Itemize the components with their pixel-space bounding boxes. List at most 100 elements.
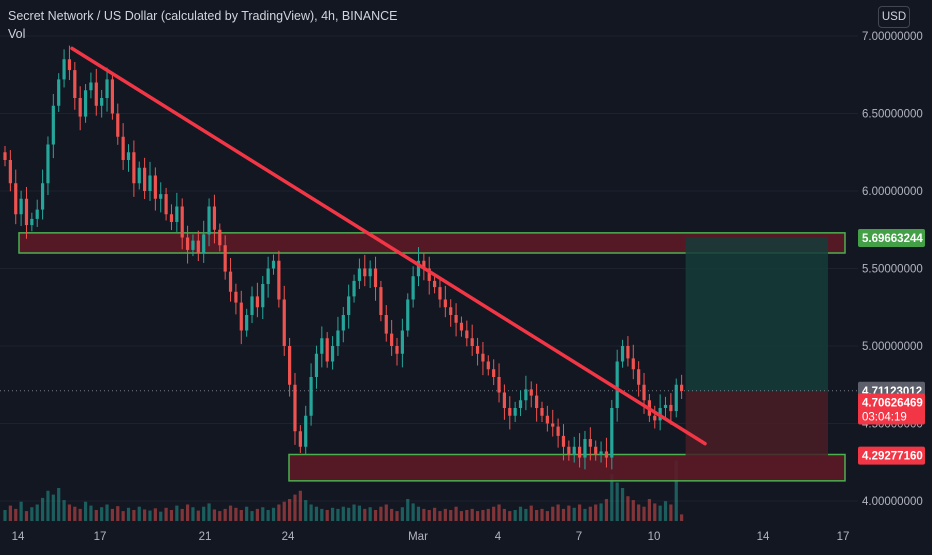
volume-bar: [266, 510, 270, 521]
candle-body: [245, 315, 249, 331]
volume-bar: [3, 510, 7, 521]
candle-body: [427, 268, 431, 281]
candle-body: [212, 206, 217, 230]
volume-bar: [62, 500, 66, 521]
candle-body: [363, 268, 367, 277]
volume-bar: [406, 499, 410, 521]
candle-body: [8, 160, 12, 184]
candle-body: [78, 98, 82, 117]
volume-bar: [524, 508, 528, 521]
volume-bar: [551, 506, 555, 521]
volume-bar: [502, 508, 507, 521]
x-tick-label: 17: [94, 531, 107, 543]
candle-body: [395, 346, 399, 354]
candle-body: [126, 152, 131, 160]
candle-body: [620, 346, 625, 362]
volume-bar: [116, 506, 120, 521]
position-target-area: [685, 237, 828, 391]
volume-bar: [298, 490, 302, 521]
currency-button[interactable]: USD: [878, 6, 910, 28]
x-tick-label: 17: [837, 531, 850, 543]
volume-bar: [196, 510, 200, 521]
volume-bar: [599, 503, 603, 521]
volume-bar: [535, 510, 539, 521]
volume-bar: [228, 505, 233, 521]
candle-body: [185, 237, 190, 250]
volume-bar: [51, 494, 55, 521]
candle-body: [180, 206, 184, 238]
candle-body: [309, 377, 313, 416]
candle-body: [153, 175, 157, 199]
volume-bar: [239, 510, 243, 521]
volume-bar: [352, 504, 356, 521]
candle-body: [400, 330, 404, 354]
volume-bar: [363, 508, 367, 521]
candle-body: [373, 268, 378, 288]
position-stop-area: [685, 390, 828, 457]
volume-bar: [674, 460, 678, 521]
candle-body: [320, 338, 324, 354]
candle-body: [422, 260, 426, 269]
volume-bar: [320, 508, 324, 521]
volume-bar: [422, 508, 426, 521]
volume-bar: [309, 504, 313, 521]
y-tick-label: 6.50000000: [862, 109, 923, 121]
candle-body: [250, 296, 254, 315]
candle-body: [524, 389, 528, 401]
candle-body: [255, 296, 259, 308]
candle-body: [438, 287, 442, 300]
volume-bar: [282, 501, 286, 521]
candle-body: [529, 389, 533, 396]
candle-body: [234, 291, 238, 303]
volume-bar: [647, 499, 651, 521]
volume-bar: [470, 508, 474, 521]
volume-bar: [137, 506, 141, 521]
volume-bar: [572, 507, 576, 521]
volume-bar: [395, 511, 399, 521]
y-tick-label: 5.50000000: [862, 264, 923, 276]
candle-body: [228, 271, 233, 292]
candle-body: [298, 431, 302, 447]
volume-bar: [368, 507, 372, 521]
candle-body: [143, 167, 147, 191]
candle-body: [336, 330, 340, 346]
candle-body: [610, 408, 614, 458]
volume-bar: [620, 488, 625, 521]
volume-bar: [121, 511, 125, 521]
candle-body: [615, 361, 619, 408]
volume-bar: [40, 497, 45, 521]
candle-body: [475, 346, 480, 354]
volume-bar: [169, 510, 174, 521]
candle-body: [347, 296, 351, 315]
volume-bar: [271, 507, 276, 521]
candle-body: [674, 384, 678, 412]
volume-bar: [475, 511, 480, 521]
candle-body: [35, 209, 39, 219]
candle-body: [535, 395, 539, 408]
volume-bar: [8, 505, 12, 521]
candle-body: [465, 330, 469, 339]
volume-bar: [379, 506, 383, 521]
candle-body: [14, 183, 18, 215]
volume-bar: [438, 511, 442, 521]
candle-body: [51, 105, 55, 145]
volume-bar: [626, 496, 630, 521]
volume-bar: [540, 508, 544, 521]
candle-body: [314, 353, 319, 377]
volume-bar: [185, 504, 190, 521]
volume-bar: [459, 511, 464, 521]
candle-body: [368, 268, 372, 277]
volume-bar: [610, 474, 614, 521]
candle-body: [223, 245, 227, 272]
volume-bar: [631, 500, 635, 521]
volume-bar: [207, 503, 211, 521]
candle-body: [169, 214, 174, 222]
candle-body: [497, 377, 501, 393]
candle-body: [588, 439, 592, 447]
candle-body: [159, 194, 163, 199]
candle-body: [83, 90, 88, 117]
candle-body: [443, 299, 447, 308]
resistance-price-badge-bg: [858, 229, 925, 248]
